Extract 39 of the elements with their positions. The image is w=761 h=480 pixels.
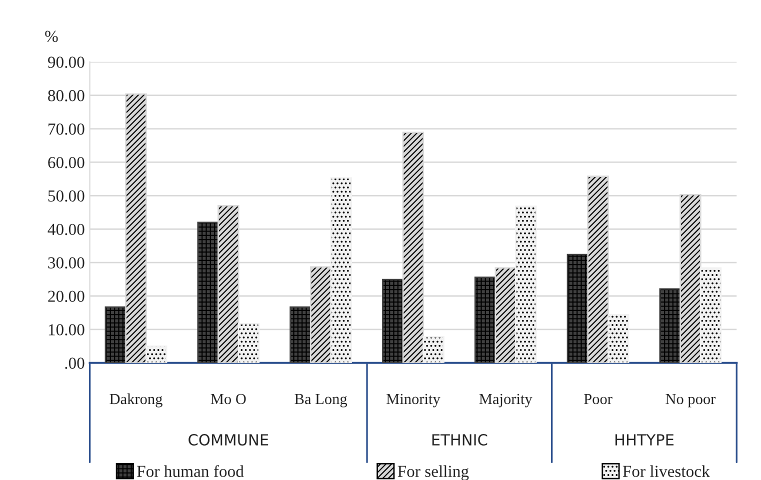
y-tick-label: 80.00 — [48, 90, 84, 102]
x-tick-label: Minority — [386, 394, 440, 408]
bar — [330, 177, 352, 363]
bar — [197, 222, 219, 363]
bar — [700, 267, 722, 363]
bar — [145, 345, 168, 363]
y-axis-title: % — [45, 30, 58, 42]
bar — [290, 306, 312, 363]
bar — [515, 206, 537, 363]
x-tick-label: Poor — [584, 394, 612, 404]
y-tick-label: 30.00 — [48, 257, 84, 269]
x-tick-label: Dakrong — [110, 393, 162, 408]
x-tick-label: Mo O — [210, 394, 246, 404]
y-tick-label: 20.00 — [48, 290, 84, 302]
text: HHTYPE — [615, 434, 674, 446]
x-tick-label: Majority — [479, 394, 532, 408]
text: ETHNIC — [432, 434, 488, 446]
y-tick-label: 60.00 — [48, 156, 84, 168]
bar — [494, 267, 516, 363]
bar — [382, 278, 404, 363]
y-tick-label: .00 — [65, 358, 84, 369]
y-tick-label: 10.00 — [48, 324, 84, 336]
x-tick-label: No poor — [666, 394, 716, 408]
bar — [422, 336, 444, 363]
legend-label: For livestock — [622, 465, 710, 477]
bar — [474, 276, 496, 363]
bar — [659, 288, 681, 363]
legend-label: For human food — [137, 465, 244, 477]
x-tick-label: Ba Long — [294, 394, 348, 408]
bar — [238, 323, 260, 363]
bar — [608, 314, 630, 363]
bar — [104, 306, 127, 363]
y-tick-label: 40.00 — [48, 224, 84, 236]
bar — [566, 254, 589, 363]
y-tick-label: 70.00 — [48, 124, 84, 135]
legend-label: For selling — [398, 465, 469, 480]
y-tick-label: 50.00 — [48, 190, 84, 202]
y-tick-label: 90.00 — [48, 56, 84, 68]
text: COMMUNE — [188, 434, 268, 446]
